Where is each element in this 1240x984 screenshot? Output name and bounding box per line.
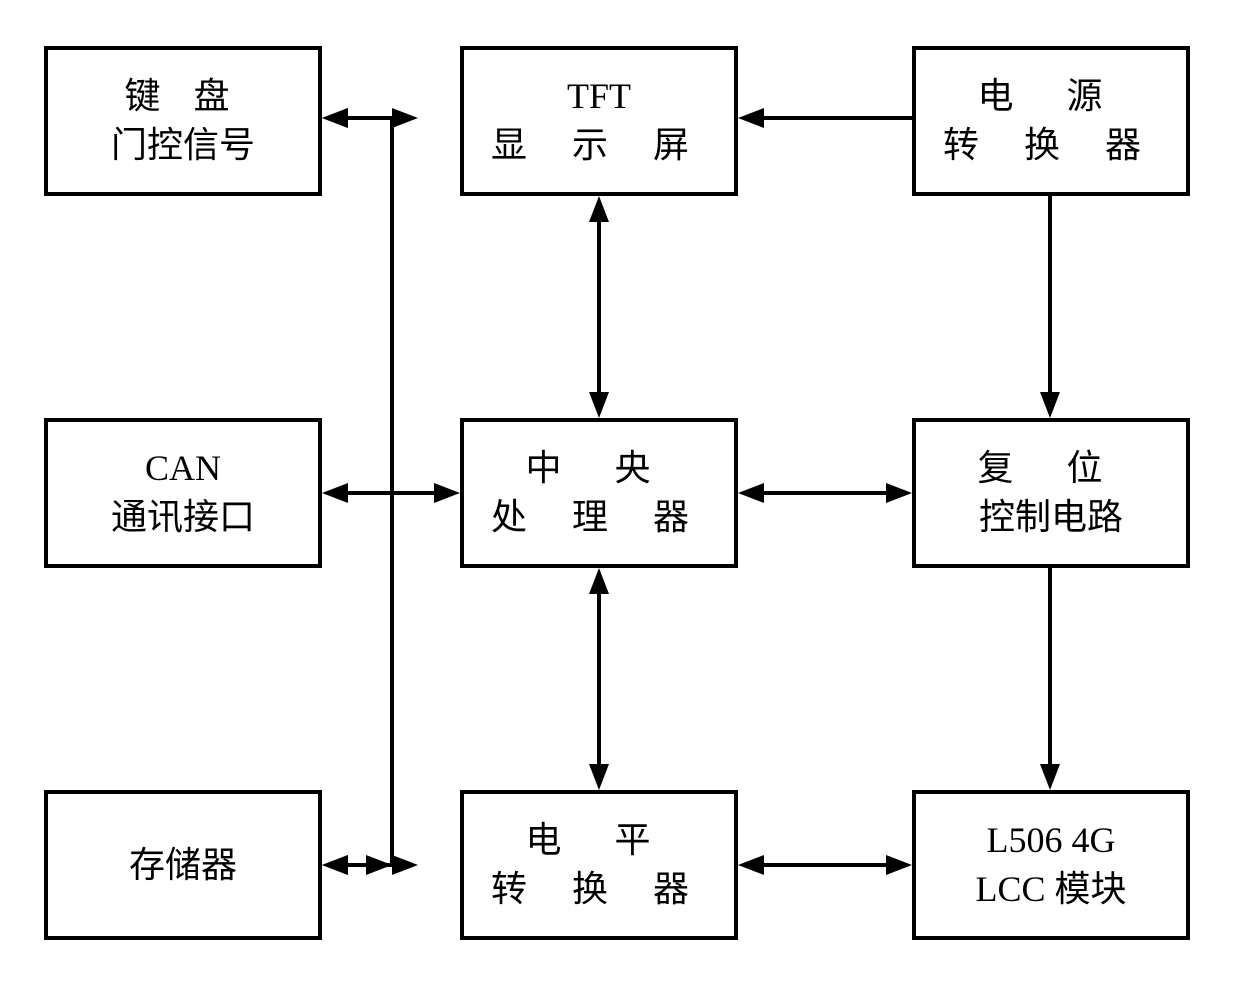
node-can: CAN通讯接口 [44, 418, 322, 568]
node-tft: TFT显 示 屏 [460, 46, 738, 196]
node-reset-line-0: 复 位 [977, 444, 1124, 493]
node-power-line-0: 电 源 [977, 72, 1124, 121]
node-memory-line-0: 存储器 [129, 841, 237, 890]
node-l506: L506 4GLCC 模块 [912, 790, 1190, 940]
node-keyboard-line-0: 键 盘 [124, 72, 241, 121]
node-reset: 复 位控制电路 [912, 418, 1190, 568]
node-power: 电 源转 换 器 [912, 46, 1190, 196]
node-keyboard-line-1: 门控信号 [111, 121, 255, 170]
node-level: 电 平转 换 器 [460, 790, 738, 940]
node-can-line-1: 通讯接口 [111, 493, 255, 542]
node-power-line-1: 转 换 器 [943, 121, 1159, 170]
node-l506-line-0: L506 4G [987, 816, 1116, 865]
node-tft-line-0: TFT [567, 72, 631, 121]
node-level-line-1: 转 换 器 [491, 865, 707, 914]
node-tft-line-1: 显 示 屏 [491, 121, 707, 170]
node-can-line-0: CAN [145, 444, 221, 493]
node-l506-line-1: LCC 模块 [975, 865, 1126, 914]
node-keyboard: 键 盘门控信号 [44, 46, 322, 196]
node-reset-line-1: 控制电路 [979, 493, 1123, 542]
node-memory: 存储器 [44, 790, 322, 940]
node-cpu-line-1: 处 理 器 [491, 493, 707, 542]
node-cpu: 中 央处 理 器 [460, 418, 738, 568]
node-level-line-0: 电 平 [525, 816, 672, 865]
diagram-canvas: 键 盘门控信号TFT显 示 屏电 源转 换 器CAN通讯接口中 央处 理 器复 … [0, 0, 1240, 984]
node-cpu-line-0: 中 央 [525, 444, 672, 493]
